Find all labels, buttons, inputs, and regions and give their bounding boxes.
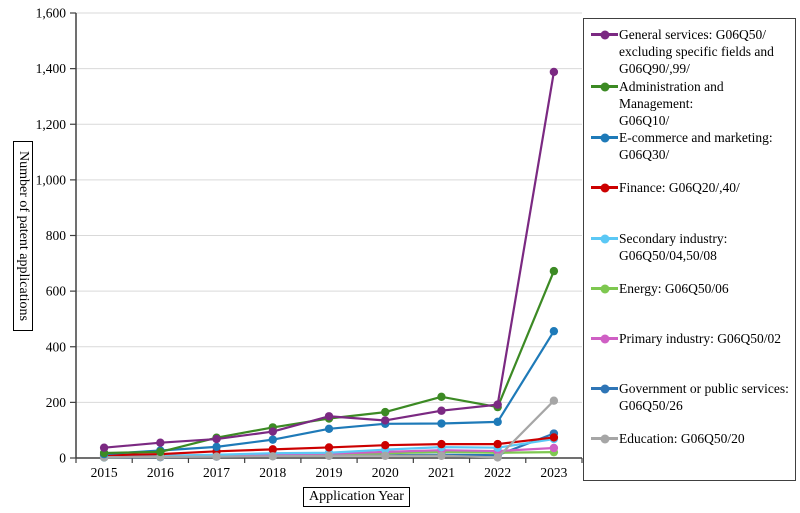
legend-item: Government or public services: G06Q50/26 (591, 380, 789, 414)
legend-item: Finance: G06Q20/,40/ (591, 179, 740, 196)
legend-marker-dot (600, 334, 609, 343)
x-tick-label: 2021 (428, 465, 455, 480)
x-axis-title: Application Year (303, 487, 410, 507)
series-point (381, 407, 390, 417)
legend-marker-line (591, 234, 618, 243)
series-point (493, 417, 502, 427)
series-line (104, 330, 555, 456)
series-point (437, 419, 446, 428)
series-point (493, 453, 502, 462)
legend-marker-dot (600, 234, 609, 243)
x-tick-label: 2023 (540, 465, 567, 480)
series-point (324, 443, 334, 452)
series-point (381, 451, 390, 460)
series-point (212, 442, 221, 452)
series-point (268, 452, 277, 461)
series-point (437, 392, 446, 402)
x-tick-label: 2016 (147, 465, 174, 480)
legend-item-label: Administration and Management: G06Q10/ (619, 79, 724, 129)
series-point (493, 400, 502, 409)
x-tick-label: 2020 (372, 465, 399, 480)
series-point (549, 326, 559, 336)
legend-item-label: Education: G06Q50/20 (619, 431, 745, 446)
series-point (437, 439, 446, 449)
series-point (549, 443, 559, 453)
series-point (324, 424, 334, 433)
legend-marker-line (591, 30, 618, 39)
series-point (324, 451, 334, 460)
series-point (381, 441, 390, 450)
x-tick-label: 2015 (91, 465, 118, 480)
legend-marker-dot (600, 183, 609, 192)
y-tick-label: 0 (59, 451, 66, 466)
legend-item: Education: G06Q50/20 (591, 430, 745, 447)
y-tick-label: 600 (46, 284, 67, 299)
x-tick-label: 2017 (203, 465, 230, 480)
series-point (212, 452, 221, 461)
x-tick-label: 2019 (316, 465, 343, 480)
legend-item: Administration and Management: G06Q10/ (591, 78, 795, 130)
legend-marker-line (591, 82, 618, 91)
legend-item-label: Energy: G06Q50/06 (619, 281, 729, 296)
x-tick-label: 2018 (259, 465, 286, 480)
y-tick-label: 200 (46, 395, 67, 410)
legend-marker-dot (600, 133, 609, 142)
legend-marker-dot (600, 284, 609, 293)
series-point (156, 447, 165, 457)
y-tick-label: 800 (46, 228, 67, 243)
legend-marker-dot (600, 434, 609, 443)
series-point (549, 266, 559, 276)
series-point (549, 396, 559, 405)
y-tick-label: 1,200 (36, 117, 67, 132)
series-point (268, 427, 277, 436)
y-tick-label: 1,000 (36, 172, 67, 187)
y-tick-label: 400 (46, 339, 67, 354)
series-point (212, 434, 221, 444)
series-point (549, 433, 559, 442)
series-point (156, 438, 165, 447)
series-point (99, 443, 109, 452)
legend-item: E-commerce and marketing: G06Q30/ (591, 129, 773, 163)
legend-marker-line (591, 183, 618, 192)
series-point (437, 406, 446, 415)
legend-marker-line (591, 133, 618, 142)
legend-marker-dot (600, 30, 609, 39)
x-tick-label: 2022 (484, 465, 511, 480)
legend-item-label: Finance: G06Q20/,40/ (619, 180, 740, 195)
legend-item-label: Secondary industry: G06Q50/04,50/08 (619, 231, 728, 264)
legend-marker-line (591, 334, 618, 343)
legend-item-label: E-commerce and marketing: G06Q30/ (619, 130, 773, 163)
series-point (268, 445, 277, 454)
series-point (324, 412, 334, 421)
legend-marker-dot (600, 384, 609, 393)
y-tick-label: 1,400 (36, 61, 67, 76)
legend-marker-line (591, 284, 618, 293)
legend-item-label: Government or public services: G06Q50/26 (619, 381, 789, 414)
legend-item: Secondary industry: G06Q50/04,50/08 (591, 230, 727, 264)
legend-marker-line (591, 434, 618, 443)
series-point (268, 435, 277, 444)
legend-marker-line (591, 384, 618, 393)
series-point (381, 416, 390, 425)
series-point (493, 439, 502, 449)
series-point (549, 67, 559, 77)
y-axis-title: Number of patent applications (13, 141, 33, 331)
legend-item-label: Primary industry: G06Q50/02 (619, 331, 781, 346)
series-line (104, 71, 555, 449)
legend-item: Primary industry: G06Q50/02 (591, 330, 781, 347)
legend-item-label: General services: G06Q50/excluding speci… (619, 27, 774, 77)
legend-marker-dot (600, 82, 609, 91)
chart-legend: General services: G06Q50/excluding speci… (583, 18, 796, 481)
legend-item: General services: G06Q50/excluding speci… (591, 26, 774, 78)
series-point (437, 451, 446, 460)
legend-item: Energy: G06Q50/06 (591, 280, 729, 297)
y-tick-label: 1,600 (36, 6, 67, 21)
